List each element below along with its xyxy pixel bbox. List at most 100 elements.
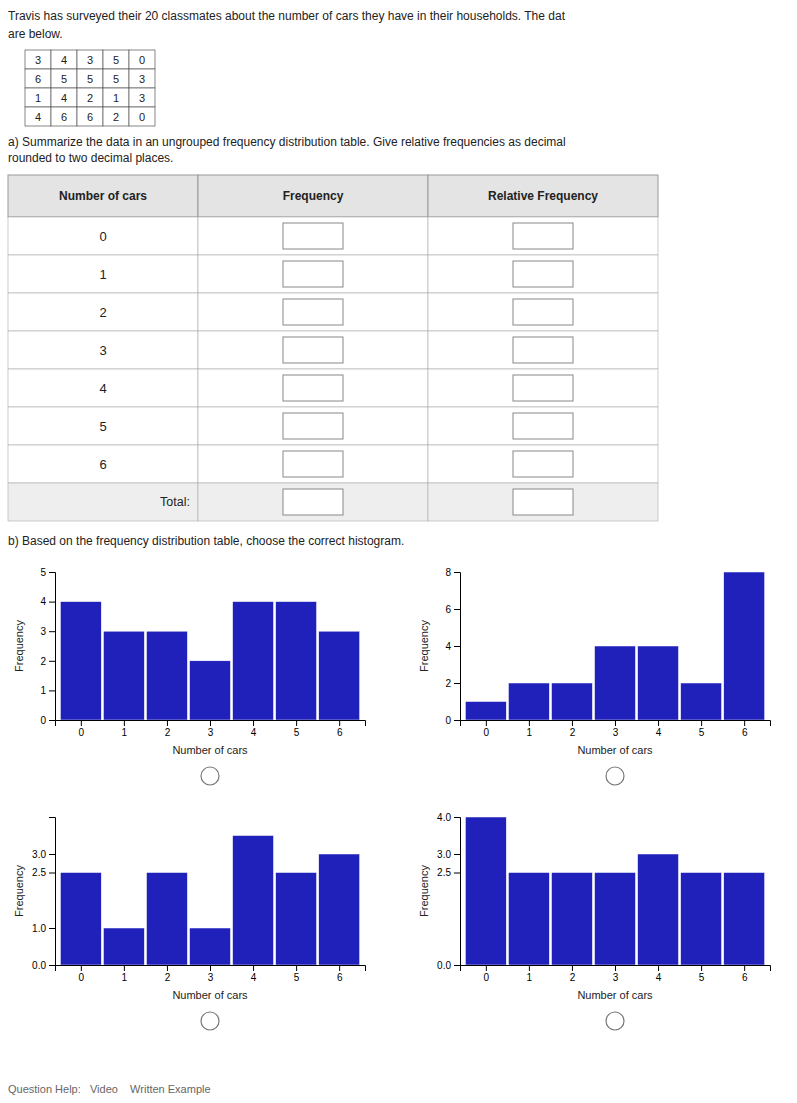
input-box[interactable]: [283, 299, 343, 325]
tick: 8: [445, 567, 460, 578]
input-box[interactable]: [513, 489, 573, 515]
tick: 6: [337, 720, 343, 738]
data-value: 5: [61, 73, 67, 85]
data-value: 3: [139, 92, 145, 104]
tick-mark: [124, 965, 125, 971]
tick-mark: [167, 965, 168, 971]
data-cell: [51, 88, 77, 107]
axis-line: [461, 966, 771, 972]
input-box[interactable]: [283, 451, 343, 477]
tick-label: 1.0: [32, 923, 46, 934]
tick: 4.0: [437, 812, 460, 823]
bar: [681, 683, 722, 720]
table-cell: [8, 407, 198, 445]
tick: 0: [484, 720, 490, 738]
bars: [465, 572, 764, 720]
histogram: 01234560.02.53.04.0Number of carsFrequen…: [418, 812, 771, 1030]
footer: Question Help: Video Written Example: [8, 1083, 211, 1095]
tick-label: 0.0: [437, 960, 451, 971]
tick-label: 0: [40, 715, 46, 726]
input-box[interactable]: [283, 261, 343, 287]
tick-label: 3: [613, 972, 619, 983]
y-axis: 0.01.02.53.0: [32, 818, 55, 971]
radio-button[interactable]: [606, 1012, 624, 1030]
tick: 2: [445, 678, 460, 689]
tick-label: 2: [40, 656, 46, 667]
tick-mark: [49, 602, 55, 603]
data-cell: [51, 50, 77, 69]
y-axis-title: Frequency: [13, 865, 25, 917]
input-box[interactable]: [513, 451, 573, 477]
tick: 2.5: [32, 867, 55, 878]
data-cell: [129, 50, 155, 69]
tick: 1.0: [32, 923, 55, 934]
input-box[interactable]: [283, 337, 343, 363]
radio-button[interactable]: [606, 767, 624, 785]
tick-label: 0: [79, 972, 85, 983]
input-box[interactable]: [513, 261, 573, 287]
x-axis: 0123456: [56, 965, 366, 983]
table-cell: [8, 445, 198, 483]
tick-label: 2: [445, 678, 451, 689]
tick: 3: [40, 626, 55, 637]
header-cell: [198, 175, 428, 217]
tick-mark: [49, 661, 55, 662]
radio-button[interactable]: [201, 1012, 219, 1030]
bar: [276, 873, 317, 966]
tick-label: 4: [251, 972, 257, 983]
bar: [103, 631, 144, 720]
tick-mark: [210, 965, 211, 971]
tick-mark: [572, 720, 573, 726]
tick-label: 4: [445, 641, 451, 652]
histogram: 01234560.01.02.53.0Number of carsFrequen…: [13, 818, 366, 1031]
data-cell: [103, 50, 129, 69]
input-box[interactable]: [283, 375, 343, 401]
data-cell: [25, 69, 51, 88]
data-cell: [103, 69, 129, 88]
data-value: 5: [113, 54, 119, 66]
tick-label: 1: [527, 727, 533, 738]
input-box[interactable]: [513, 299, 573, 325]
tick-label: 5: [294, 972, 300, 983]
tick: 2.5: [437, 867, 460, 878]
input-box[interactable]: [283, 489, 343, 515]
input-box[interactable]: [283, 413, 343, 439]
tick: 0.0: [437, 960, 460, 971]
header-cell: [428, 175, 658, 217]
table-cell: [198, 445, 428, 483]
input-box[interactable]: [513, 413, 573, 439]
data-cell: [51, 107, 77, 126]
tick: 5: [294, 965, 300, 983]
input-box[interactable]: [513, 223, 573, 249]
table-cell: [198, 255, 428, 293]
tick-mark: [124, 720, 125, 726]
table-cell: [8, 255, 198, 293]
input-box[interactable]: [513, 375, 573, 401]
input-box[interactable]: [513, 337, 573, 363]
bar: [60, 602, 101, 720]
bar: [319, 631, 360, 720]
row-label: 4: [99, 381, 106, 396]
tick: 4: [656, 965, 662, 983]
radio-button[interactable]: [201, 767, 219, 785]
histogram: 012345602468Number of carsFrequency: [418, 567, 771, 785]
tick-label: 4: [251, 727, 257, 738]
tick-label: 5: [40, 567, 46, 578]
tick-label: 0: [484, 972, 490, 983]
table-cell: [428, 255, 658, 293]
data-value: 3: [35, 54, 41, 66]
data-cell: [103, 107, 129, 126]
tick: 1: [122, 965, 128, 983]
table-cell: [198, 369, 428, 407]
bar: [465, 817, 506, 965]
input-box[interactable]: [283, 223, 343, 249]
tick-label: 4.0: [437, 812, 451, 823]
tick-mark: [658, 720, 659, 726]
tick-mark: [454, 609, 460, 610]
bars: [465, 817, 764, 965]
y-axis: 02468: [445, 567, 460, 726]
table-cell: [428, 331, 658, 369]
tick-mark: [454, 965, 460, 966]
tick-label: 3.0: [437, 849, 451, 860]
data-cell: [77, 50, 103, 69]
